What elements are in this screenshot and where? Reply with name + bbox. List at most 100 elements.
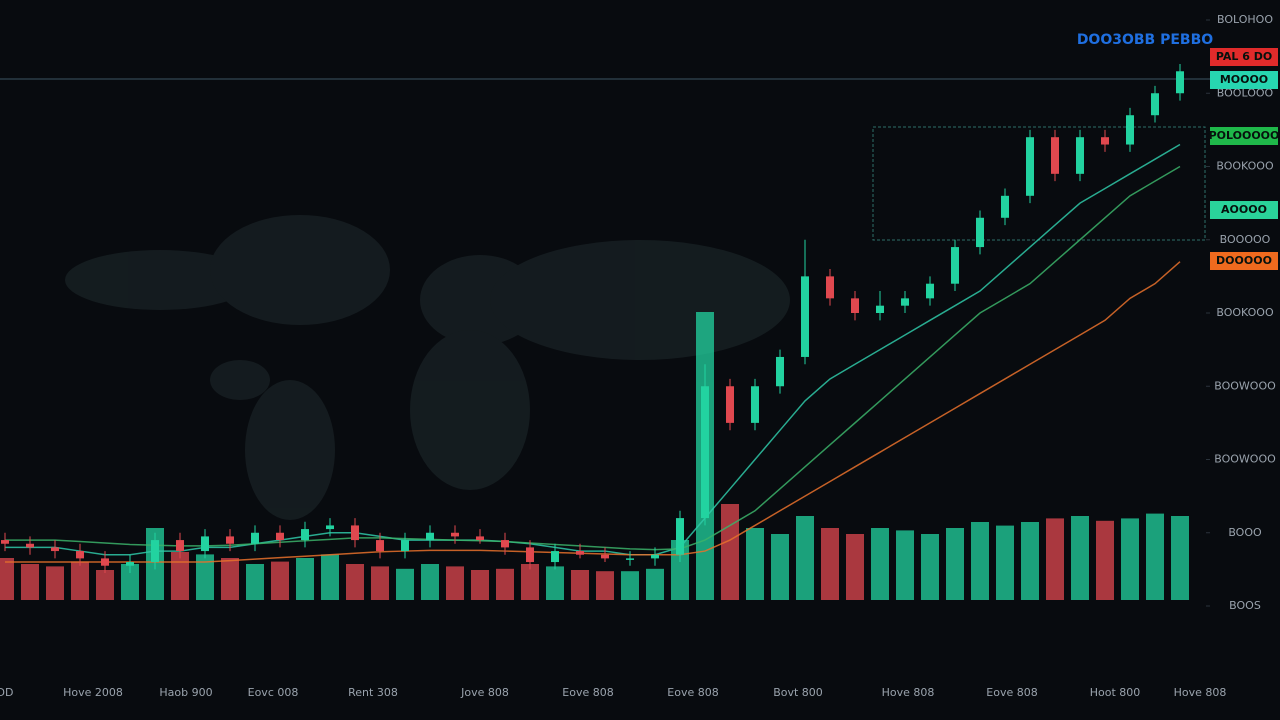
price-tag	[1210, 71, 1278, 89]
price-tag-label: MOOOO	[1220, 73, 1268, 86]
candle-body	[326, 525, 334, 530]
candle-body	[526, 547, 534, 563]
candle-body	[1151, 93, 1159, 116]
candle-body	[576, 551, 584, 555]
candle-body	[26, 543, 34, 548]
volume-bar	[996, 525, 1014, 600]
candle-body	[726, 386, 734, 423]
x-tick-label: Haob 900	[159, 686, 212, 699]
candle-body	[351, 525, 359, 541]
y-tick-label: BOOWOOO	[1214, 453, 1276, 466]
y-tick-label: BOOOOO	[1220, 233, 1271, 246]
world-map	[65, 215, 790, 520]
volume-bar	[371, 566, 389, 600]
candle-body	[1001, 195, 1009, 218]
candle-body	[226, 536, 234, 544]
candle-body	[1101, 137, 1109, 145]
moving-average	[5, 165, 1181, 551]
candle-body	[426, 532, 434, 541]
candle-body	[801, 276, 809, 357]
price-tag	[1210, 252, 1278, 270]
candle-body	[776, 356, 784, 387]
volume-bar	[446, 566, 464, 600]
volume-bar	[846, 534, 864, 600]
volume-bar	[1121, 518, 1139, 600]
volume-bar	[471, 570, 489, 600]
x-tick-label: Hove 2008	[63, 686, 123, 699]
volume-bar	[246, 564, 264, 600]
candle-body	[476, 536, 484, 541]
candle-body	[651, 554, 659, 559]
x-tick-label: DD	[0, 686, 13, 699]
x-tick-label: Eovc 008	[248, 686, 299, 699]
candle-body	[401, 540, 409, 552]
volume-bar	[1046, 518, 1064, 600]
volume-bar	[421, 564, 439, 600]
candle-body	[1126, 115, 1134, 145]
volume-bar	[221, 558, 239, 600]
price-tag-label: PAL 6 DO	[1216, 50, 1272, 63]
volume-bar	[596, 571, 614, 600]
candle-body	[201, 536, 209, 552]
volume-bar	[0, 558, 14, 600]
candle-body	[51, 547, 59, 552]
candle-body	[751, 386, 759, 423]
candle-body	[876, 305, 884, 313]
volume-bar	[521, 564, 539, 600]
candle-body	[676, 518, 684, 555]
volume-bar	[896, 530, 914, 600]
moving-average	[5, 143, 1181, 556]
candle-body	[126, 562, 134, 566]
y-tick-label: BOOS	[1229, 599, 1261, 612]
volume-bar	[546, 566, 564, 600]
volume-bar	[321, 554, 339, 600]
candle-body	[1, 540, 9, 544]
volume-bar	[871, 528, 889, 600]
candle-body	[851, 298, 859, 313]
volume-bar	[496, 568, 514, 600]
volume-bar	[21, 564, 39, 600]
volume-bar	[571, 570, 589, 600]
y-tick-label: BOOKOOO	[1216, 160, 1274, 173]
x-tick-label: Hoot 800	[1090, 686, 1141, 699]
volume-bar	[396, 568, 414, 600]
candle-body	[701, 386, 709, 519]
candle-body	[176, 540, 184, 552]
volume-bar	[296, 558, 314, 600]
candle-body	[1076, 137, 1084, 174]
x-tick-label: Hove 808	[1174, 686, 1227, 699]
volume-bar	[71, 561, 89, 600]
volume-bar	[646, 568, 664, 600]
candle-body	[501, 540, 509, 548]
candle-body	[826, 276, 834, 299]
y-tick-label: BOOWOOO	[1214, 379, 1276, 392]
price-tag	[1210, 48, 1278, 66]
candle-body	[251, 532, 259, 544]
candle-body	[551, 551, 559, 563]
volume-bar	[1021, 522, 1039, 600]
candle-body	[151, 540, 159, 563]
x-tick-label: Eove 808	[986, 686, 1037, 699]
x-tick-label: Eove 808	[667, 686, 718, 699]
x-tick-label: Hove 808	[882, 686, 935, 699]
candle-body	[76, 551, 84, 559]
price-tag-label: DOOOOO	[1216, 254, 1272, 267]
x-tick-label: Rent 308	[348, 686, 398, 699]
candle-body	[976, 217, 984, 248]
volume-bar	[621, 571, 639, 600]
x-tick-label: Bovt 800	[773, 686, 823, 699]
candle-body	[901, 298, 909, 306]
chart-title: DOO3OBB PEBBO	[1077, 32, 1213, 48]
price-tag	[1210, 201, 1278, 219]
candle-body	[301, 529, 309, 541]
volume-bar	[796, 516, 814, 600]
x-tick-label: Eove 808	[562, 686, 613, 699]
volume-bar	[771, 534, 789, 600]
moving-average	[5, 261, 1181, 563]
candle-body	[626, 558, 634, 560]
volume-bar	[171, 552, 189, 600]
volume-bar	[946, 528, 964, 600]
volume-bar	[1071, 516, 1089, 600]
